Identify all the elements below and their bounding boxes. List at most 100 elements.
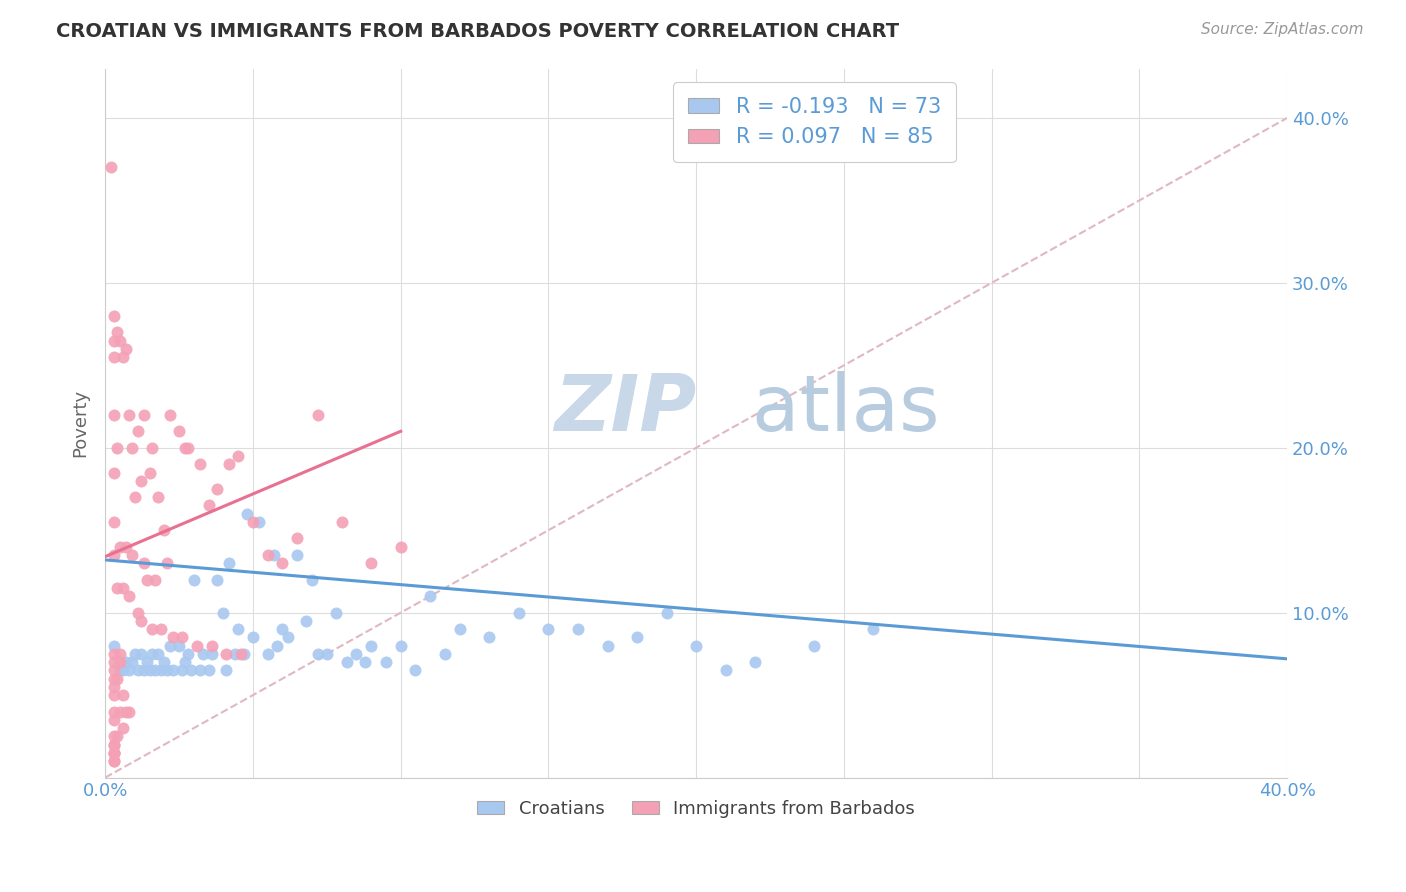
Point [242, 631, 264, 645]
Point [150, 664, 173, 678]
Point [744, 655, 766, 669]
Point [103, 655, 125, 669]
Point [103, 664, 125, 678]
Point [315, 647, 337, 661]
Point [103, 746, 125, 760]
Point [103, 515, 125, 529]
Point [108, 334, 131, 348]
Point [118, 705, 141, 719]
Point [115, 705, 138, 719]
Point [360, 556, 382, 570]
Point [307, 408, 329, 422]
Point [218, 457, 240, 471]
Point [389, 540, 412, 554]
Point [162, 664, 184, 678]
Point [177, 647, 200, 661]
Point [105, 441, 128, 455]
Point [115, 655, 138, 669]
Point [167, 425, 190, 439]
Point [247, 515, 270, 529]
Point [127, 425, 149, 439]
Point [233, 647, 256, 661]
Point [218, 556, 240, 570]
Point [336, 655, 359, 669]
Point [103, 738, 125, 752]
Point [207, 573, 229, 587]
Point [145, 664, 167, 678]
Point [103, 647, 125, 661]
Point [118, 664, 141, 678]
Point [148, 490, 170, 504]
Point [655, 606, 678, 620]
Point [156, 556, 179, 570]
Point [121, 655, 143, 669]
Point [103, 309, 125, 323]
Point [242, 515, 264, 529]
Point [127, 606, 149, 620]
Point [103, 680, 125, 694]
Point [162, 631, 184, 645]
Point [111, 581, 134, 595]
Point [419, 589, 441, 603]
Point [215, 647, 238, 661]
Point [108, 664, 131, 678]
Point [118, 589, 141, 603]
Point [263, 548, 285, 562]
Text: atlas: atlas [554, 371, 939, 447]
Point [301, 573, 323, 587]
Point [108, 647, 131, 661]
Point [344, 647, 367, 661]
Point [121, 548, 143, 562]
Point [256, 647, 278, 661]
Point [226, 622, 249, 636]
Point [508, 606, 530, 620]
Point [105, 729, 128, 743]
Point [330, 515, 353, 529]
Point [207, 482, 229, 496]
Point [138, 466, 160, 480]
Point [103, 466, 125, 480]
Point [277, 631, 299, 645]
Point [103, 705, 125, 719]
Point [127, 664, 149, 678]
Point [103, 548, 125, 562]
Point [200, 639, 222, 653]
Point [226, 449, 249, 463]
Point [271, 622, 294, 636]
Point [200, 647, 222, 661]
Point [285, 532, 308, 546]
Y-axis label: Poverty: Poverty [72, 389, 89, 457]
Point [180, 664, 202, 678]
Point [212, 606, 235, 620]
Point [478, 631, 501, 645]
Point [271, 556, 294, 570]
Point [105, 581, 128, 595]
Point [129, 647, 152, 661]
Point [153, 655, 176, 669]
Point [170, 664, 193, 678]
Point [307, 647, 329, 661]
Point [103, 754, 125, 768]
Point [156, 664, 179, 678]
Point [325, 606, 347, 620]
Point [183, 573, 205, 587]
Point [224, 647, 246, 661]
Point [229, 647, 252, 661]
Point [111, 350, 134, 364]
Point [186, 639, 208, 653]
Point [626, 631, 648, 645]
Point [103, 738, 125, 752]
Point [103, 746, 125, 760]
Point [404, 664, 426, 678]
Point [141, 441, 163, 455]
Point [537, 622, 560, 636]
Point [215, 664, 238, 678]
Point [862, 622, 884, 636]
Point [141, 647, 163, 661]
Point [108, 655, 131, 669]
Point [132, 664, 155, 678]
Point [159, 408, 181, 422]
Point [434, 647, 457, 661]
Point [132, 408, 155, 422]
Point [256, 548, 278, 562]
